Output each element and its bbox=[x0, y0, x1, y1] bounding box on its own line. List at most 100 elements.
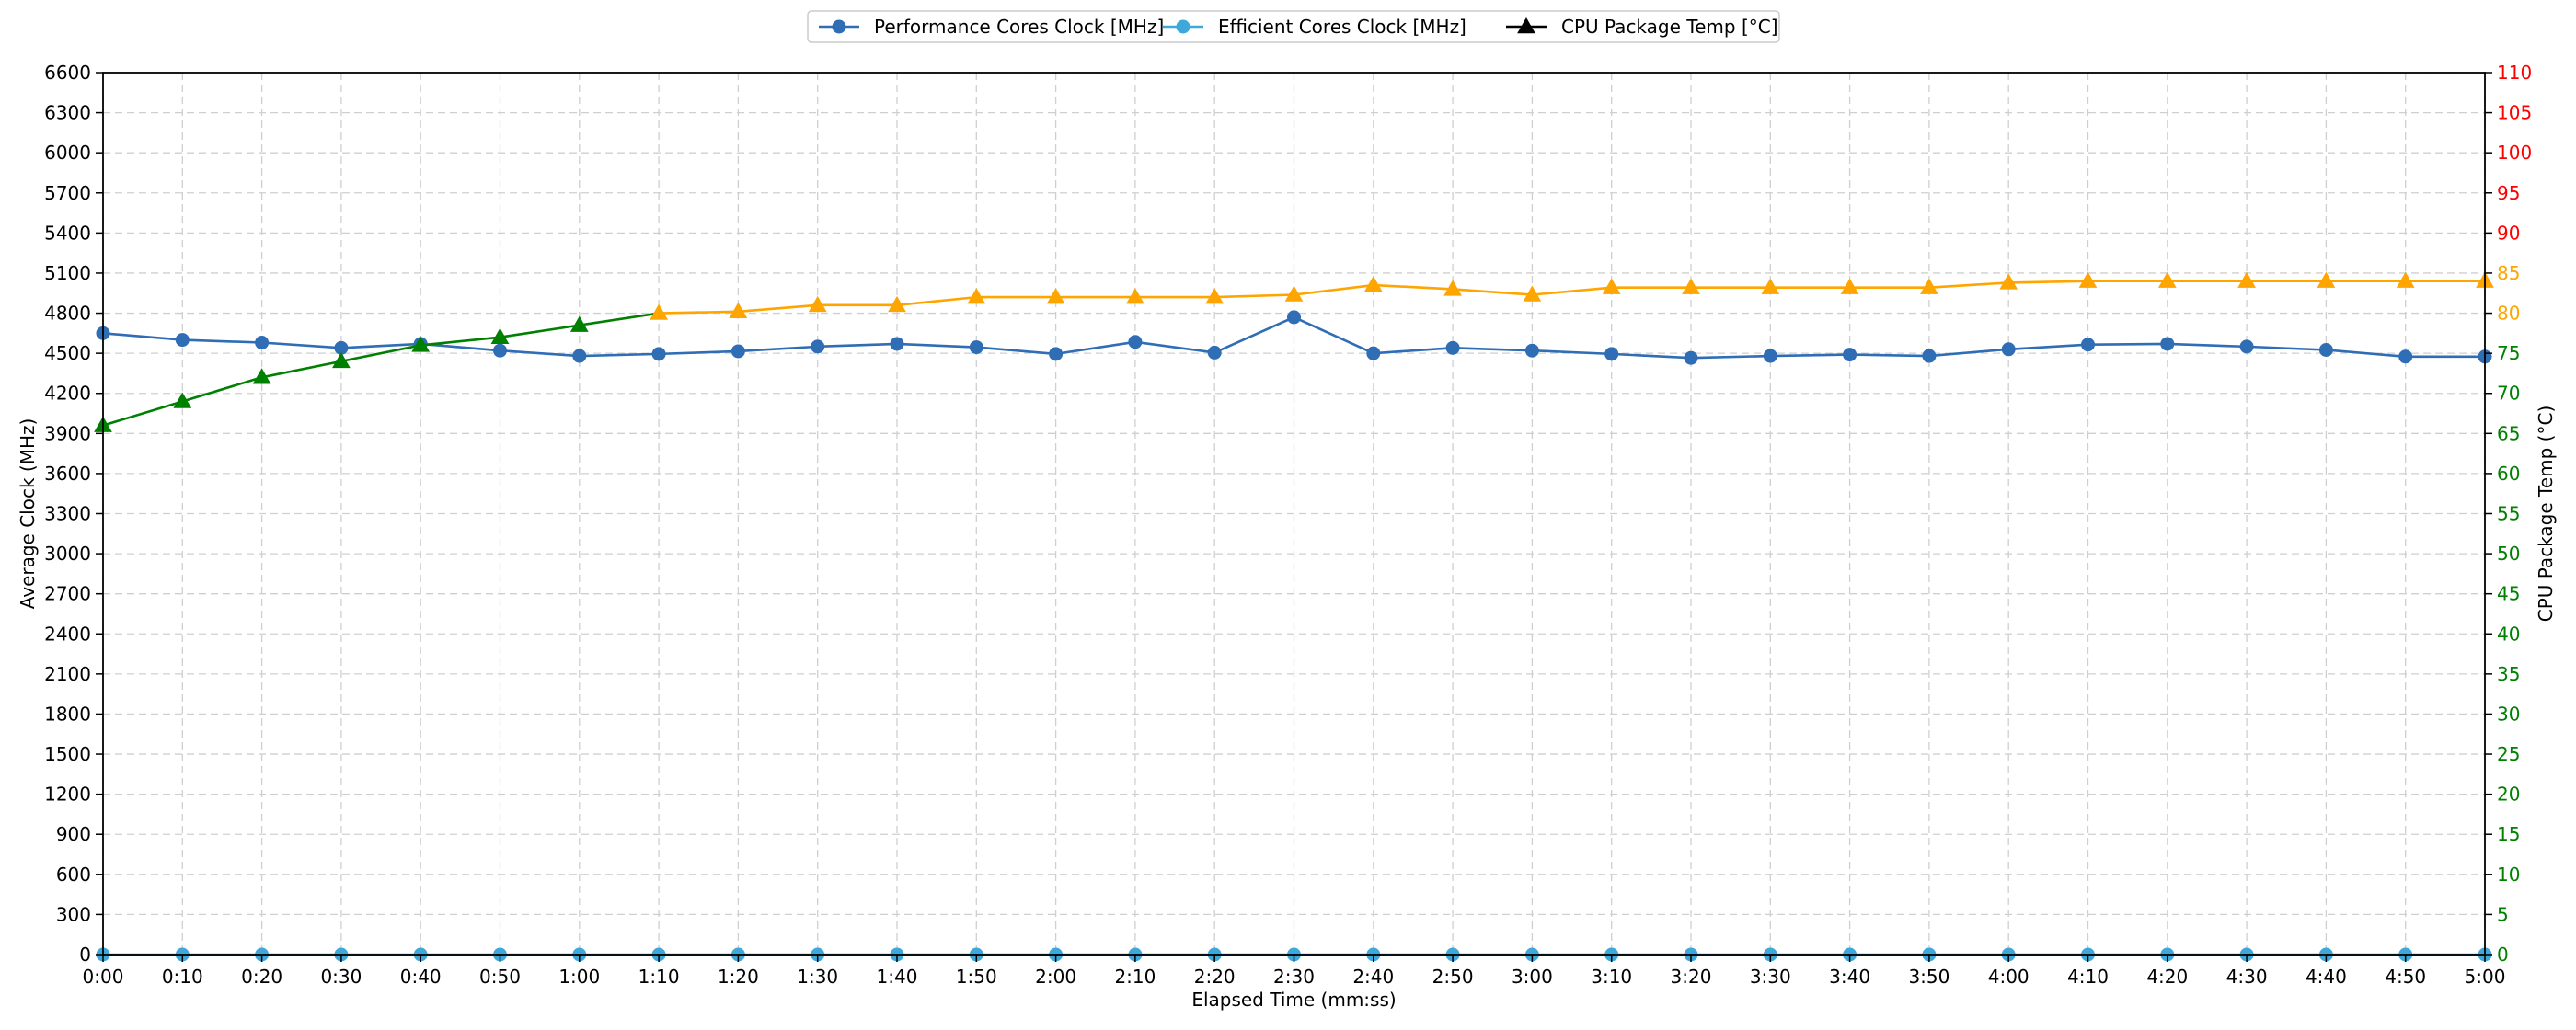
x-tick-label: 4:20 bbox=[2146, 966, 2188, 988]
performance-cores-point bbox=[175, 333, 190, 348]
temp-line-segment bbox=[738, 303, 818, 314]
temp-line-segment bbox=[1453, 288, 1533, 296]
x-tick-label: 0:50 bbox=[479, 966, 521, 988]
x-tick-label: 4:10 bbox=[2067, 966, 2109, 988]
right-tick-label: 55 bbox=[2497, 503, 2520, 525]
performance-cores-point bbox=[890, 337, 904, 351]
x-tick-label: 3:30 bbox=[1750, 966, 1791, 988]
legend-swatch-marker bbox=[1517, 17, 1535, 34]
x-tick-label: 2:20 bbox=[1194, 966, 1236, 988]
temp-point bbox=[1682, 278, 1700, 294]
performance-cores-point bbox=[572, 349, 587, 363]
temp-line-segment bbox=[340, 344, 421, 363]
right-tick-label: 90 bbox=[2497, 222, 2520, 244]
x-tick-label: 2:50 bbox=[1432, 966, 1474, 988]
left-tick-label: 3900 bbox=[44, 422, 91, 444]
legend-label: CPU Package Temp [°C] bbox=[1561, 16, 1778, 38]
x-tick-label: 2:00 bbox=[1035, 966, 1076, 988]
left-tick-label: 6000 bbox=[44, 142, 91, 164]
left-tick-label: 1500 bbox=[44, 743, 91, 765]
performance-cores-point bbox=[255, 336, 270, 350]
left-tick-label: 600 bbox=[56, 864, 91, 886]
x-tick-label: 4:00 bbox=[1988, 966, 2030, 988]
x-tick-label: 1:00 bbox=[558, 966, 600, 988]
left-tick-label: 1800 bbox=[44, 703, 91, 725]
series-0 bbox=[96, 310, 2492, 365]
performance-cores-point bbox=[2081, 338, 2095, 352]
performance-cores-point bbox=[969, 340, 983, 355]
left-tick-label: 3600 bbox=[44, 463, 91, 485]
temp-point bbox=[1523, 285, 1542, 302]
performance-cores-point bbox=[2160, 337, 2175, 351]
legend-swatch-marker bbox=[832, 19, 846, 34]
temp-point bbox=[2078, 271, 2098, 288]
performance-cores-point bbox=[2398, 349, 2413, 364]
x-tick-label: 2:10 bbox=[1114, 966, 1156, 988]
left-tick-label: 5700 bbox=[44, 182, 91, 204]
temp-line-segment bbox=[896, 295, 977, 307]
right-tick-label: 65 bbox=[2497, 422, 2520, 444]
right-tick-label: 95 bbox=[2497, 182, 2520, 204]
performance-cores-point bbox=[2318, 343, 2333, 358]
x-tick-label: 0:10 bbox=[162, 966, 203, 988]
left-tick-label: 2100 bbox=[44, 663, 91, 685]
performance-cores-point bbox=[1604, 347, 1619, 361]
x-tick-label: 4:50 bbox=[2385, 966, 2426, 988]
left-tick-label: 6300 bbox=[44, 102, 91, 124]
temp-point bbox=[888, 295, 906, 313]
x-tick-label: 3:20 bbox=[1671, 966, 1712, 988]
performance-cores-point bbox=[2239, 339, 2254, 354]
right-tick-label: 110 bbox=[2497, 62, 2532, 84]
axes-layer: 0300600900120015001800210024002700300033… bbox=[17, 62, 2557, 1011]
temp-point bbox=[1126, 288, 1144, 304]
temp-point bbox=[808, 295, 827, 313]
temp-line-segment bbox=[1928, 281, 2009, 289]
temp-line-segment bbox=[1373, 283, 1454, 291]
temp-line-segment bbox=[1214, 293, 1294, 299]
performance-cores-point bbox=[2001, 342, 2016, 357]
x-tick-label: 2:30 bbox=[1273, 966, 1315, 988]
temp-line-segment bbox=[2008, 280, 2088, 284]
right-tick-label: 25 bbox=[2497, 743, 2520, 765]
right-tick-label: 15 bbox=[2497, 823, 2520, 845]
temp-point bbox=[252, 368, 271, 384]
right-tick-label: 75 bbox=[2497, 342, 2520, 364]
temp-line-segment bbox=[659, 310, 739, 315]
right-tick-label: 80 bbox=[2497, 303, 2520, 325]
x-tick-label: 4:40 bbox=[2306, 966, 2347, 988]
legend-item-0: Performance Cores Clock [MHz] bbox=[819, 16, 1164, 38]
right-axis-title: CPU Package Temp (°C) bbox=[2535, 406, 2557, 623]
performance-cores-point bbox=[1366, 346, 1381, 360]
right-tick-label: 45 bbox=[2497, 583, 2520, 605]
x-tick-label: 1:50 bbox=[956, 966, 997, 988]
temp-point bbox=[332, 351, 351, 369]
temp-point bbox=[2317, 271, 2336, 288]
grid-layer bbox=[102, 72, 2486, 956]
performance-cores-point bbox=[1922, 349, 1937, 363]
temp-point bbox=[1205, 288, 1225, 304]
right-tick-label: 70 bbox=[2497, 383, 2520, 405]
temp-point bbox=[2396, 271, 2415, 288]
left-tick-label: 3300 bbox=[44, 503, 91, 525]
x-axis-title: Elapsed Time (mm:ss) bbox=[1191, 989, 1396, 1011]
right-tick-label: 85 bbox=[2497, 262, 2520, 284]
left-axis-title: Average Clock (MHz) bbox=[17, 418, 39, 610]
temp-point bbox=[1840, 278, 1859, 294]
temp-point bbox=[1363, 276, 1383, 292]
performance-cores-point bbox=[493, 343, 507, 358]
left-tick-label: 2400 bbox=[44, 623, 91, 645]
temp-line-segment bbox=[500, 324, 580, 338]
left-tick-label: 4800 bbox=[44, 303, 91, 325]
right-tick-label: 60 bbox=[2497, 463, 2520, 485]
temp-line-segment bbox=[102, 400, 183, 427]
performance-cores-point bbox=[1524, 343, 1539, 358]
temp-line-segment bbox=[261, 360, 342, 379]
x-tick-label: 2:40 bbox=[1352, 966, 1394, 988]
left-tick-label: 4200 bbox=[44, 383, 91, 405]
temp-line-segment bbox=[181, 376, 262, 403]
right-tick-label: 5 bbox=[2497, 903, 2509, 925]
temp-point bbox=[729, 302, 748, 319]
temp-point bbox=[1920, 278, 1938, 294]
temp-line-segment bbox=[579, 312, 660, 326]
x-tick-label: 0:40 bbox=[400, 966, 442, 988]
